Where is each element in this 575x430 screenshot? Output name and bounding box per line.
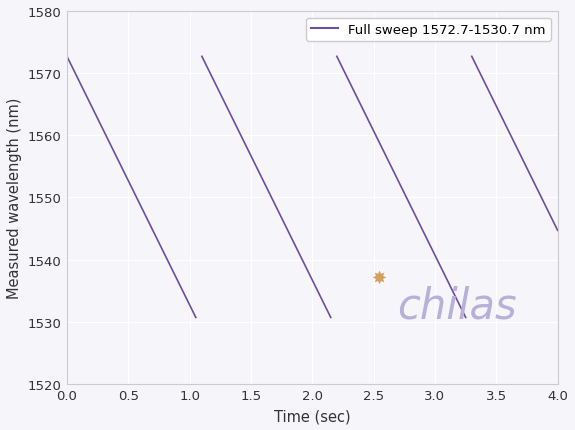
- Y-axis label: Measured wavelength (nm): Measured wavelength (nm): [7, 98, 22, 298]
- Text: ✸: ✸: [371, 269, 386, 287]
- X-axis label: Time (sec): Time (sec): [274, 408, 351, 423]
- Text: chilas: chilas: [397, 285, 517, 327]
- Legend: Full sweep 1572.7-1530.7 nm: Full sweep 1572.7-1530.7 nm: [306, 18, 551, 42]
